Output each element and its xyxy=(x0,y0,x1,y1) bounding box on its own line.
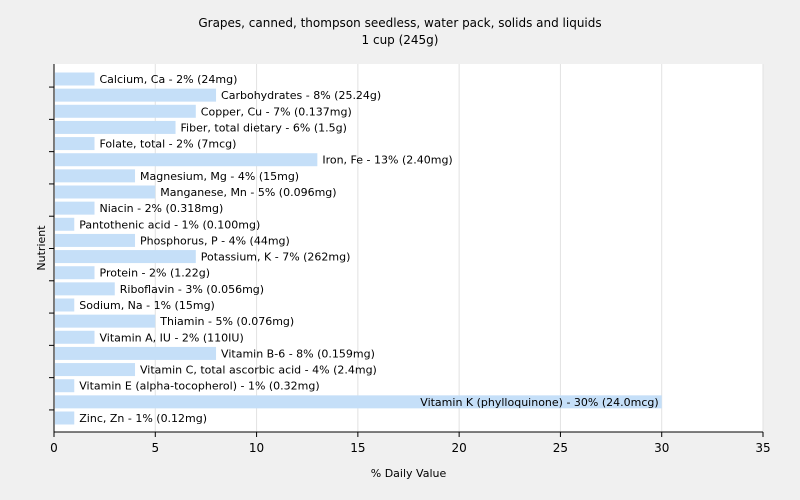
bar-label: Sodium, Na - 1% (15mg) xyxy=(79,299,215,312)
bar-label: Iron, Fe - 13% (2.40mg) xyxy=(322,154,452,167)
gridlines xyxy=(154,64,764,432)
bar-label: Vitamin C, total ascorbic acid - 4% (2.4… xyxy=(140,364,377,377)
bar-label: Vitamin K (phylloquinone) - 30% (24.0mcg… xyxy=(420,396,658,409)
x-tick-label: 25 xyxy=(553,441,568,455)
bar xyxy=(55,201,95,215)
x-tick-label: 0 xyxy=(50,441,58,455)
bar-label: Carbohydrates - 8% (25.24g) xyxy=(221,89,381,102)
x-tick-label: 15 xyxy=(350,441,365,455)
bar-label: Manganese, Mn - 5% (0.096mg) xyxy=(160,186,336,199)
bar xyxy=(55,411,75,425)
plot-area xyxy=(54,64,763,432)
bar-label: Vitamin B-6 - 8% (0.159mg) xyxy=(221,347,375,360)
x-tick-label: 30 xyxy=(654,441,669,455)
chart-subtitle: 1 cup (245g) xyxy=(361,33,439,47)
bar xyxy=(55,314,156,328)
bar xyxy=(55,282,115,296)
bar xyxy=(55,330,95,344)
axes xyxy=(49,64,763,433)
bar-label: Magnesium, Mg - 4% (15mg) xyxy=(140,170,299,183)
bar xyxy=(55,379,75,393)
bar xyxy=(55,266,95,280)
bar xyxy=(55,169,136,183)
bar xyxy=(55,153,318,167)
bar-label: Phosphorus, P - 4% (44mg) xyxy=(140,234,290,247)
bar-label: Thiamin - 5% (0.076mg) xyxy=(159,315,294,328)
x-tick-label: 5 xyxy=(151,441,159,455)
bar-label: Protein - 2% (1.22g) xyxy=(100,267,211,280)
bar-label: Fiber, total dietary - 6% (1.5g) xyxy=(181,121,347,134)
x-ticks: 0 5 10 15 20 25 30 35 xyxy=(50,432,771,455)
bar xyxy=(55,88,217,102)
bar-label: Potassium, K - 7% (262mg) xyxy=(201,251,351,264)
bar-label: Vitamin A, IU - 2% (110IU) xyxy=(100,331,244,344)
bars: Calcium, Ca - 2% (24mg) Carbohydrates - 8… xyxy=(55,72,662,425)
bar xyxy=(55,346,217,360)
bar xyxy=(55,395,662,409)
bar xyxy=(55,120,176,134)
bar xyxy=(55,185,156,199)
bar xyxy=(55,72,95,86)
bar xyxy=(55,298,75,312)
x-tick-label: 10 xyxy=(249,441,264,455)
bar-label: Pantothenic acid - 1% (0.100mg) xyxy=(79,218,260,231)
bar xyxy=(55,137,95,151)
bar-label: Vitamin E (alpha-tocopherol) - 1% (0.32m… xyxy=(79,380,319,393)
bar-label: Riboflavin - 3% (0.056mg) xyxy=(120,283,264,296)
bar xyxy=(55,363,136,377)
bar-label: Zinc, Zn - 1% (0.12mg) xyxy=(79,412,207,425)
bar-label: Folate, total - 2% (7mcg) xyxy=(100,138,237,151)
bar xyxy=(55,104,196,118)
bar-label: Copper, Cu - 7% (0.137mg) xyxy=(201,105,352,118)
bar-label: Niacin - 2% (0.318mg) xyxy=(100,202,224,215)
bar xyxy=(55,233,136,247)
y-axis-title: Nutrient xyxy=(35,225,48,271)
bar xyxy=(55,217,75,231)
x-tick-label: 20 xyxy=(452,441,467,455)
bar xyxy=(55,250,196,264)
x-axis-title: % Daily Value xyxy=(371,467,447,480)
bar-label: Calcium, Ca - 2% (24mg) xyxy=(100,73,238,86)
x-tick-label: 35 xyxy=(755,441,770,455)
chart-title: Grapes, canned, thompson seedless, water… xyxy=(198,16,602,30)
